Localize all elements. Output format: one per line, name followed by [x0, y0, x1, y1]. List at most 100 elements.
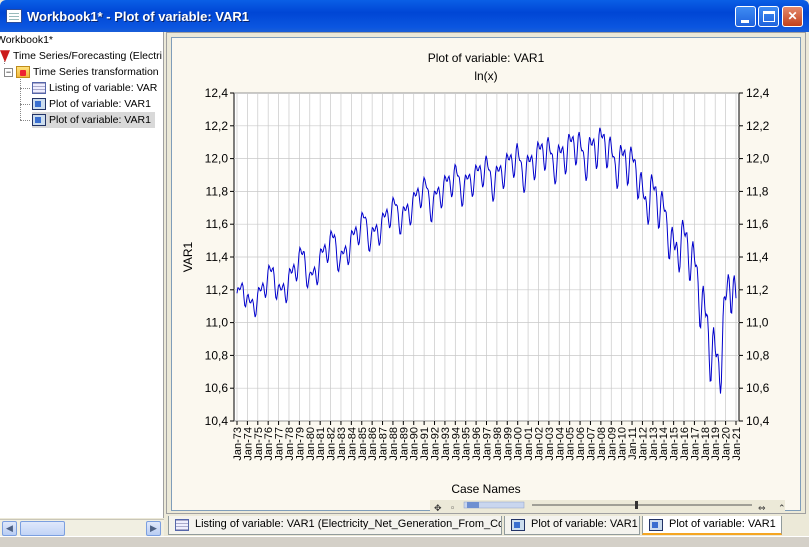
- chevron-left-icon: ◀: [6, 523, 13, 533]
- minimize-button[interactable]: [735, 6, 756, 27]
- y-tick-label-right: 12,4: [746, 86, 770, 100]
- x-tick-label: Jan-93: [440, 427, 452, 461]
- workbook-icon: [6, 9, 22, 23]
- x-tick-label: Jan-05: [565, 427, 577, 461]
- chart-subtitle: ln(x): [474, 69, 497, 83]
- x-tick-label: Jan-18: [700, 427, 712, 461]
- zoom-thumb[interactable]: [467, 502, 479, 508]
- x-tick-label: Jan-97: [482, 427, 494, 461]
- tree-connector: [20, 76, 21, 120]
- scroll-thumb[interactable]: [20, 521, 65, 536]
- tab-plot-2[interactable]: Plot of variable: VAR1: [642, 516, 782, 535]
- toolbar-more-icon[interactable]: ⇔: [758, 504, 766, 512]
- x-tick-label: Jan-04: [554, 427, 566, 461]
- zoom-track[interactable]: [463, 501, 525, 509]
- x-tick-label: Jan-00: [513, 427, 525, 461]
- x-tick-label: Jan-86: [367, 427, 379, 461]
- tab-label: Listing of variable: VAR1 (Electricity_N…: [195, 518, 502, 530]
- tree-item-label: Time Series transformation: [33, 66, 159, 78]
- x-tick-label: Jan-80: [305, 427, 317, 461]
- collapse-toggle[interactable]: −: [4, 67, 13, 77]
- tree-item-transformation[interactable]: Time Series transformation: [16, 64, 159, 80]
- tab-plot-1[interactable]: Plot of variable: VAR1: [504, 516, 640, 535]
- x-tick-label: Jan-92: [430, 427, 442, 461]
- y-tick-label-right: 11,8: [746, 184, 769, 198]
- y-tick-label: 11,6: [206, 217, 229, 231]
- x-tick-label: Jan-07: [585, 427, 597, 461]
- tree-item-plot-2[interactable]: Plot of variable: VAR1: [32, 112, 155, 128]
- y-tick-label: 11,8: [206, 184, 229, 198]
- x-tick-label: Jan-11: [627, 427, 639, 460]
- graph-pane: 10,4 10,6 10,8 11,0 11,2 11,4 11,6 11,8 12,0 12,2…: [166, 32, 806, 514]
- x-tick-label: Jan-17: [689, 427, 701, 461]
- folder-icon: [16, 66, 30, 79]
- title-bar[interactable]: Workbook1* - Plot of variable: VAR1 ✕: [0, 0, 809, 32]
- y-tick-label: 12,0: [205, 152, 229, 166]
- chevron-up-icon[interactable]: ⌃: [778, 504, 786, 512]
- x-tick-label: Jan-14: [658, 427, 670, 461]
- x-tick-label: Jan-20: [721, 427, 733, 461]
- tree-item-workbook[interactable]: Workbook1*: [0, 32, 53, 48]
- y-axis-right: 10,4 10,6 10,8 11,0 11,2 11,4 11,6 11,8 12,0 12,2…: [739, 86, 770, 428]
- maximize-button[interactable]: [758, 6, 779, 27]
- x-tick-label: Jan-03: [544, 427, 556, 461]
- brush-icon[interactable]: ✥: [434, 504, 442, 512]
- y-tick-label-right: 11,2: [746, 283, 769, 297]
- graph-frame: 10,4 10,6 10,8 11,0 11,2 11,4 11,6 11,8 12,0 12,2…: [171, 37, 802, 512]
- tree-connector: [20, 88, 30, 89]
- tree-item-listing[interactable]: Listing of variable: VAR: [32, 80, 157, 96]
- x-tick-label: Jan-06: [575, 427, 587, 461]
- line-chart[interactable]: 10,4 10,6 10,8 11,0 11,2 11,4 11,6 11,8 12,0 12,2…: [172, 38, 802, 512]
- y-tick-label-right: 11,0: [746, 316, 769, 330]
- tree-item-time-series-forecasting[interactable]: Time Series/Forecasting (Electri: [0, 48, 162, 64]
- x-tick-label: Jan-21: [731, 427, 743, 461]
- tree-horizontal-scrollbar[interactable]: ◀ ▶: [0, 519, 164, 536]
- close-button[interactable]: ✕: [782, 6, 803, 27]
- x-tick-label: Jan-19: [710, 427, 722, 461]
- x-tick-label: Jan-89: [398, 427, 410, 461]
- point-icon[interactable]: ◦: [450, 504, 455, 512]
- x-tick-label: Jan-95: [461, 427, 473, 461]
- x-tick-label: Jan-81: [315, 427, 327, 461]
- x-tick-label: Jan-91: [419, 427, 431, 461]
- red-arrow-icon: [0, 50, 10, 63]
- minimize-icon: [741, 20, 749, 23]
- x-tick-label: Jan-94: [450, 427, 462, 461]
- x-tick-label: Jan-90: [409, 427, 421, 461]
- y-tick-label-right: 12,2: [746, 119, 770, 133]
- window-title: Workbook1* - Plot of variable: VAR1: [27, 9, 250, 24]
- close-icon: ✕: [787, 9, 798, 23]
- y-tick-label: 11,2: [206, 283, 229, 297]
- y-axis-label: VAR1: [181, 241, 195, 272]
- x-tick-label: Jan-10: [617, 427, 629, 461]
- tree-item-label: Time Series/Forecasting (Electri: [13, 50, 162, 62]
- scroll-right-button[interactable]: ▶: [146, 521, 161, 536]
- x-tick-label: Jan-84: [346, 427, 358, 461]
- x-tick-label: Jan-08: [596, 427, 608, 461]
- scroll-left-button[interactable]: ◀: [2, 521, 17, 536]
- spreadsheet-icon: [175, 519, 189, 531]
- graph-toolbar[interactable]: ✥ ◦ ⇔ ⌃: [430, 500, 786, 512]
- graph-icon: [649, 519, 663, 531]
- y-tick-label: 10,4: [205, 414, 229, 428]
- series-lines: [236, 127, 737, 394]
- tree-connector: [20, 104, 30, 105]
- chart-title: Plot of variable: VAR1: [428, 51, 545, 65]
- maximize-icon: [763, 11, 775, 22]
- x-tick-label: Jan-15: [669, 427, 681, 461]
- x-tick-label: Jan-98: [492, 427, 504, 461]
- x-tick-label: Jan-85: [357, 427, 369, 461]
- tree-connector: [20, 120, 30, 121]
- y-tick-label: 11,0: [206, 316, 229, 330]
- x-tick-label: Jan-02: [533, 427, 545, 461]
- y-tick-label-right: 11,6: [746, 217, 769, 231]
- tab-label: Plot of variable: VAR1: [669, 518, 776, 530]
- tab-listing[interactable]: Listing of variable: VAR1 (Electricity_N…: [168, 516, 502, 535]
- x-tick-label: Jan-99: [502, 427, 514, 461]
- x-tick-label: Jan-78: [284, 427, 296, 461]
- tree-item-label: Listing of variable: VAR: [49, 82, 158, 94]
- range-slider-handle[interactable]: [635, 501, 638, 509]
- gridlines: [234, 92, 739, 422]
- tree-item-plot-1[interactable]: Plot of variable: VAR1: [32, 96, 151, 112]
